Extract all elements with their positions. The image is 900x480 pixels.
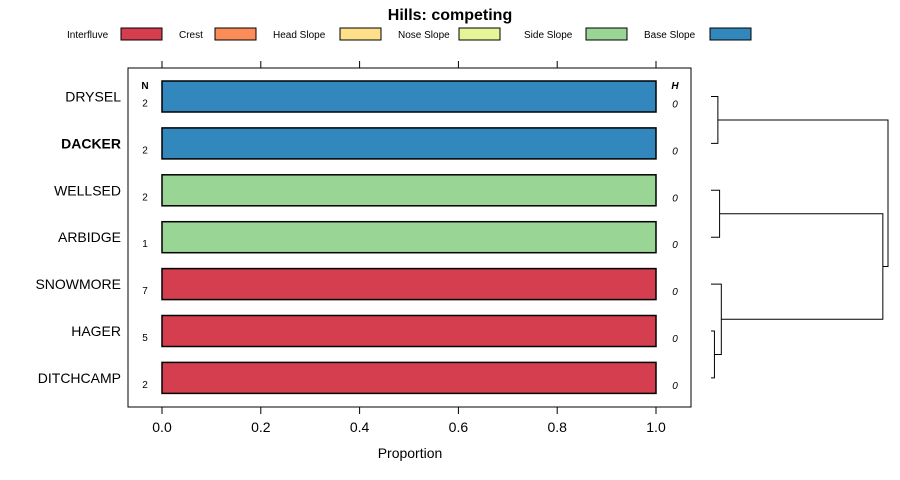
row-snowmore: SNOWMORE 7 0 [35, 267, 678, 301]
legend-label-crest: Crest [179, 30, 203, 41]
dendrogram-link [711, 283, 722, 355]
legend-swatch-nose-slope [458, 27, 501, 41]
x-axis-label: Proportion [378, 445, 443, 461]
legend-label-side-slope: Side Slope [524, 30, 573, 41]
legend-swatch-crest [214, 27, 257, 41]
legend: Interfluve Crest Head Slope Nose Slope Side … [67, 27, 752, 41]
row-drysel: DRYSEL 2 0 [65, 80, 678, 113]
row-ditchcamp: DITCHCAMP 2 0 [38, 361, 678, 395]
bar-segment-interfluve [161, 361, 657, 395]
bar-segment-base-slope [161, 127, 657, 160]
row-label: DITCHCAMP [38, 370, 121, 386]
row-label: DACKER [61, 135, 121, 151]
x-tick-label: 0.2 [251, 419, 271, 435]
x-tick-label: 0.8 [547, 419, 567, 435]
legend-swatch-base-slope [709, 27, 752, 41]
legend-label-nose-slope: Nose Slope [398, 30, 450, 41]
legend-swatch-head-slope [339, 27, 382, 41]
plot-frame [127, 67, 692, 408]
legend-swatch-interfluve [120, 27, 163, 41]
legend-label-head-slope: Head Slope [273, 30, 326, 41]
x-tick-label: 0.6 [449, 419, 469, 435]
row-label: DRYSEL [65, 89, 121, 105]
row-dacker: DACKER 2 0 [61, 127, 678, 160]
h-value: 0 [672, 193, 678, 204]
n-value: 5 [142, 333, 148, 344]
n-value: 2 [142, 380, 148, 391]
h-value: 0 [672, 146, 678, 157]
x-tick-label: 0.4 [350, 419, 370, 435]
n-value: 7 [142, 286, 148, 297]
row-hager: HAGER 5 0 [71, 314, 678, 348]
dendrogram [711, 96, 889, 379]
row-wellsed: WELLSED 2 0 [54, 174, 678, 207]
n-value: 2 [142, 99, 148, 110]
n-value: 2 [142, 145, 148, 156]
dendrogram-link [717, 119, 889, 268]
h-value: 0 [672, 240, 678, 251]
bar-segment-interfluve [161, 314, 657, 348]
h-value: 0 [672, 100, 678, 111]
x-tick-label: 0.0 [152, 419, 172, 435]
x-tick-label: 1.0 [646, 419, 666, 435]
h-column-header: H [671, 81, 679, 92]
dendrogram-link [719, 213, 884, 320]
legend-label-interfluve: Interfluve [67, 30, 109, 41]
legend-swatch-side-slope [585, 27, 628, 41]
bar-segment-side-slope [161, 174, 657, 207]
row-label: ARBIDGE [58, 229, 121, 245]
chart-title: Hills: competing [388, 7, 512, 24]
dendrogram-link [711, 330, 715, 379]
row-label: SNOWMORE [35, 276, 121, 292]
row-label: WELLSED [54, 182, 121, 198]
n-value: 2 [142, 192, 148, 203]
n-value: 1 [142, 239, 148, 250]
x-axis: 0.0 0.2 0.4 0.6 0.8 1.0 [152, 61, 666, 435]
n-column-header: N [141, 81, 148, 92]
bar-segment-side-slope [161, 220, 657, 254]
bar-segment-base-slope [161, 80, 657, 113]
legend-label-base-slope: Base Slope [644, 30, 696, 41]
h-value: 0 [672, 287, 678, 298]
h-value: 0 [672, 334, 678, 345]
dendrogram-link [711, 96, 719, 144]
h-value: 0 [672, 381, 678, 392]
dendrogram-link [711, 189, 721, 238]
row-arbidge: ARBIDGE 1 0 [58, 220, 678, 254]
bar-segment-interfluve [161, 267, 657, 301]
row-label: HAGER [71, 323, 121, 339]
